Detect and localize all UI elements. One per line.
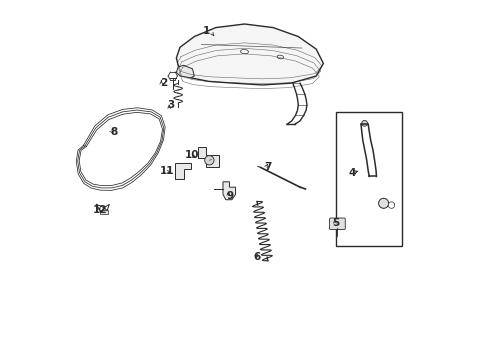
Bar — [100, 210, 107, 214]
Bar — [335, 112, 402, 246]
Text: 6: 6 — [253, 252, 260, 262]
Text: 7: 7 — [264, 162, 271, 172]
Polygon shape — [198, 147, 218, 167]
Circle shape — [387, 202, 394, 208]
Text: 5: 5 — [332, 218, 339, 228]
Polygon shape — [223, 182, 235, 200]
FancyBboxPatch shape — [329, 218, 345, 229]
Text: 11: 11 — [160, 166, 174, 176]
Circle shape — [361, 121, 367, 126]
Polygon shape — [174, 163, 190, 179]
Text: 1: 1 — [203, 26, 210, 36]
Circle shape — [378, 198, 388, 208]
Circle shape — [204, 156, 214, 165]
Polygon shape — [176, 24, 323, 85]
Text: 8: 8 — [110, 127, 117, 136]
Text: 9: 9 — [226, 191, 233, 201]
Polygon shape — [176, 65, 194, 78]
Text: 3: 3 — [167, 100, 174, 110]
Text: 12: 12 — [93, 206, 107, 216]
Text: 4: 4 — [347, 168, 355, 178]
Text: 10: 10 — [185, 150, 199, 160]
Text: 2: 2 — [160, 78, 167, 88]
